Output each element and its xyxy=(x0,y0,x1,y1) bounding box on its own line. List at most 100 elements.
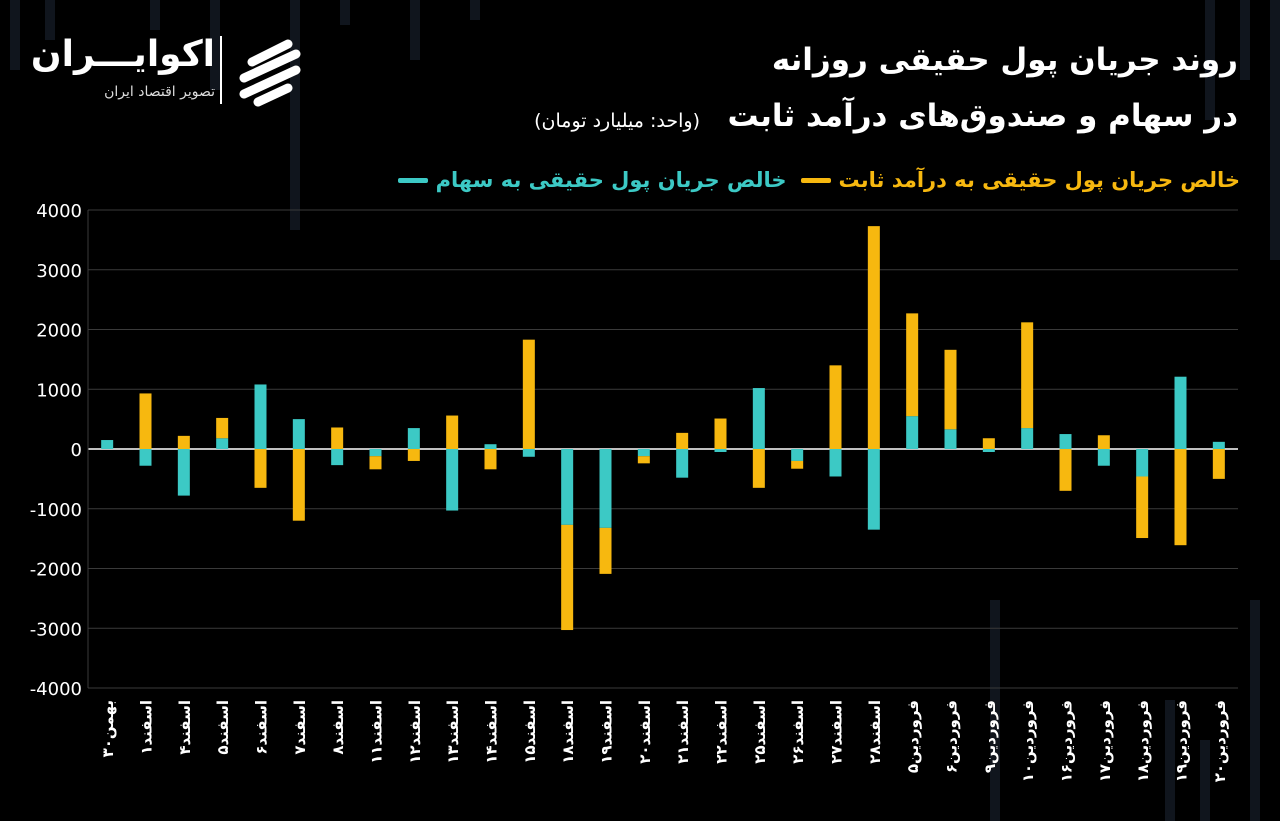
legend: خالص جریان پول حقیقی به سهام خالص جریان … xyxy=(397,165,1240,195)
x-tick-label: ۱۷فروردین xyxy=(1096,700,1114,782)
bar-stocks xyxy=(446,449,459,511)
x-tick-label: ۵اسفند xyxy=(214,700,232,755)
x-tick-label: ۱۹اسفند xyxy=(598,700,616,764)
x-tick-label: ۷اسفند xyxy=(291,700,309,755)
x-tick-label: ۱۱اسفند xyxy=(368,700,386,764)
background-candle xyxy=(1250,600,1260,821)
legend-item-stocks: خالص جریان پول حقیقی به سهام xyxy=(397,168,787,192)
background-candle xyxy=(1165,700,1175,821)
x-tick-label: ۲۲اسفند xyxy=(713,700,731,764)
legend-item-fixed-income: خالص جریان پول حقیقی به درآمد ثابت xyxy=(800,168,1240,192)
bar-stocks xyxy=(561,449,574,525)
bar-stocks xyxy=(101,440,114,449)
y-tick-label: -4000 xyxy=(30,679,82,700)
x-tick-label: ۵فروردین xyxy=(904,700,922,773)
bar-fixed-income xyxy=(254,449,267,488)
bar-fixed-income xyxy=(1136,476,1149,539)
logo: اکوایـــران تصویر اقتصاد ایران xyxy=(31,32,320,112)
bar-fixed-income xyxy=(561,524,574,631)
bar-stocks xyxy=(867,449,880,530)
bar-stocks xyxy=(292,419,305,449)
logo-tagline: تصویر اقتصاد ایران xyxy=(104,84,215,100)
logo-mark-icon xyxy=(239,39,301,107)
x-tick-label: ۱۰فروردین xyxy=(1019,700,1037,782)
legend-label-fixed-income: خالص جریان پول حقیقی به درآمد ثابت xyxy=(838,168,1240,192)
chart-unit: (واحد: میلیارد تومان) xyxy=(534,110,700,132)
y-tick-label: -3000 xyxy=(30,619,82,640)
background-candle xyxy=(340,0,350,25)
background-candle xyxy=(470,0,480,20)
x-tick-label: ۱۵اسفند xyxy=(521,700,539,764)
x-tick-label: ۱اسفند xyxy=(138,700,156,755)
y-tick-label: 1000 xyxy=(36,380,82,401)
x-tick-label: ۲۶اسفند xyxy=(789,700,807,764)
bar-stocks xyxy=(407,428,420,449)
background-candle xyxy=(990,600,1000,821)
bar-fixed-income xyxy=(714,418,727,449)
bar-stocks xyxy=(1021,428,1034,449)
bar-fixed-income xyxy=(791,460,804,469)
bar-stocks xyxy=(177,449,190,496)
x-tick-label: ۱۸اسفند xyxy=(559,700,577,764)
x-tick-label: ۶فروردین xyxy=(943,700,961,773)
x-tick-label: ۲۰اسفند xyxy=(636,700,654,764)
logo-separator xyxy=(220,36,222,104)
bar-fixed-income xyxy=(1174,449,1187,546)
x-tick-label: ۸اسفند xyxy=(329,700,347,755)
bar-fixed-income xyxy=(676,432,689,449)
x-tick-label: ۲۰فروردین xyxy=(1211,700,1229,782)
x-tick-label: ۴اسفند xyxy=(176,700,194,755)
y-tick-label: 2000 xyxy=(36,321,82,342)
bar-stocks xyxy=(1212,441,1225,449)
bar-stocks xyxy=(714,449,727,452)
bar-stocks xyxy=(637,449,650,457)
x-tick-label: ۱۲اسفند xyxy=(406,700,424,764)
x-tick-label: ۳۰بهمن xyxy=(99,700,117,757)
x-tick-label: ۹فروردین xyxy=(981,700,999,773)
x-tick-label: ۱۳اسفند xyxy=(444,700,462,764)
bar-stocks xyxy=(906,416,919,449)
legend-swatch-fixed-income xyxy=(800,177,831,183)
bar-stocks xyxy=(254,384,267,449)
background-candle xyxy=(1205,0,1215,120)
bar-fixed-income xyxy=(369,456,382,470)
y-tick-label: -1000 xyxy=(30,500,82,521)
bar-fixed-income xyxy=(446,415,459,449)
background-candle xyxy=(10,0,20,70)
x-tick-label: ۶اسفند xyxy=(253,700,271,755)
bar-fixed-income xyxy=(752,449,765,488)
chart-title-line1: روند جریان پول حقیقی روزانه xyxy=(771,42,1238,78)
x-tick-label: ۱۹فروردین xyxy=(1173,700,1191,782)
y-tick-label: 4000 xyxy=(36,201,82,222)
bar-fixed-income xyxy=(292,449,305,521)
bar-stocks xyxy=(944,429,957,449)
bar-stocks xyxy=(982,449,995,452)
bar-stocks xyxy=(369,449,382,457)
bar-fixed-income xyxy=(829,365,842,449)
bar-stocks xyxy=(331,449,344,466)
y-tick-label: -2000 xyxy=(30,560,82,581)
background-candle xyxy=(410,0,420,60)
bar-stocks xyxy=(1136,449,1149,477)
bar-stocks xyxy=(791,449,804,461)
x-tick-label: ۱۴اسفند xyxy=(483,700,501,764)
bar-stocks xyxy=(752,388,765,449)
bar-fixed-income xyxy=(177,435,190,449)
x-tick-label: ۲۱اسفند xyxy=(674,700,692,764)
bar-stocks xyxy=(676,449,689,478)
chart-title-line2: در سهام و صندوق‌های درآمد ثابت xyxy=(727,98,1238,134)
bar-stocks xyxy=(599,449,612,528)
bar-fixed-income xyxy=(867,226,880,449)
bar-fixed-income xyxy=(407,449,420,461)
bar-stocks xyxy=(1097,449,1110,466)
x-tick-label: ۲۸اسفند xyxy=(866,700,884,764)
y-tick-label: 3000 xyxy=(36,261,82,282)
x-tick-label: ۲۵اسفند xyxy=(751,700,769,764)
x-tick-label: ۲۷اسفند xyxy=(828,700,846,764)
y-tick-label: 0 xyxy=(71,440,82,461)
bar-stocks xyxy=(1174,376,1187,449)
background-candle xyxy=(45,0,55,40)
bar-stocks xyxy=(829,449,842,477)
